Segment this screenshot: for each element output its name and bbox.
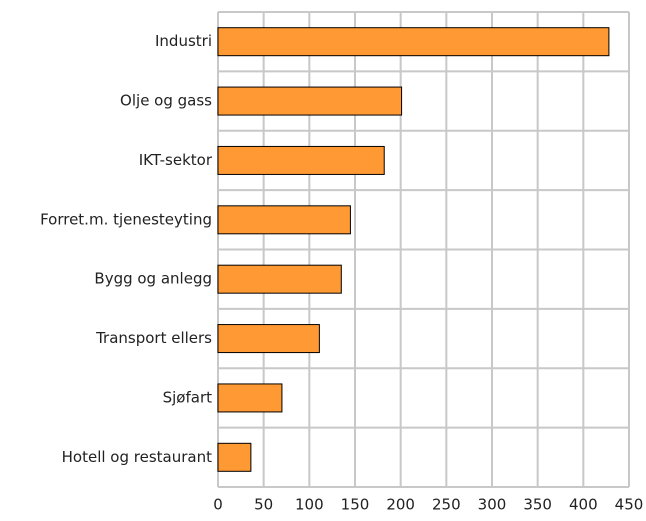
x-tick-label: 300 <box>478 496 507 514</box>
y-tick-label: IKT-sektor <box>139 151 213 169</box>
x-tick-label: 400 <box>569 496 598 514</box>
y-tick-label: Industri <box>155 32 212 50</box>
bar <box>217 86 403 116</box>
bar <box>217 145 385 175</box>
x-tick-label: 0 <box>213 496 223 514</box>
bar <box>217 27 610 57</box>
x-tick-label: 150 <box>341 496 370 514</box>
bar <box>217 324 320 354</box>
x-tick-label: 200 <box>386 496 415 514</box>
x-tick-label: 100 <box>295 496 324 514</box>
x-tick-label: 250 <box>432 496 461 514</box>
x-tick-label: 350 <box>523 496 552 514</box>
y-tick-label: Forret.m. tjenesteyting <box>40 210 212 228</box>
x-tick-label: 50 <box>254 496 273 514</box>
y-tick-label: Olje og gass <box>120 92 212 110</box>
bar <box>217 442 252 472</box>
bar <box>217 205 351 235</box>
x-tick-label: 450 <box>615 496 644 514</box>
y-tick-label: Transport ellers <box>95 329 212 347</box>
y-tick-label: Hotell og restaurant <box>62 448 212 466</box>
y-tick-label: Sjøfart <box>163 388 213 406</box>
bar <box>217 264 342 294</box>
y-tick-label: Bygg og anlegg <box>94 270 212 288</box>
bar <box>217 383 283 413</box>
